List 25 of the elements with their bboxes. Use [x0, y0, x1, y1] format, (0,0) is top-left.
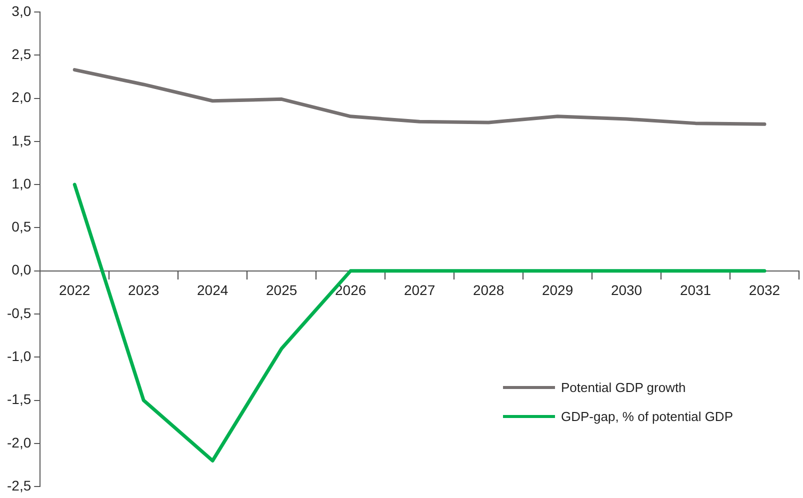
y-tick-label: 3,0 — [12, 2, 32, 19]
x-tick-label: 2030 — [610, 282, 642, 298]
y-tick-label: 2,0 — [12, 89, 32, 106]
x-tick-label: 2026 — [334, 282, 366, 298]
x-tick-label: 2023 — [128, 282, 160, 298]
y-tick-label: 0,5 — [12, 218, 32, 235]
y-tick-label: -0,5 — [7, 304, 32, 321]
y-tick-label: -2,0 — [7, 434, 32, 450]
x-tick-label: 2032 — [748, 282, 780, 298]
y-tick-label: -2,5 — [7, 477, 32, 494]
y-tick-label: -1,5 — [7, 391, 32, 408]
x-tick-label: 2027 — [404, 282, 436, 298]
x-tick-label: 2024 — [197, 282, 228, 298]
x-tick-label: 2022 — [59, 282, 90, 298]
y-tick-label: -1,0 — [7, 348, 32, 364]
x-tick-label: 2029 — [542, 282, 574, 298]
y-tick-label: 0,0 — [12, 262, 32, 278]
x-tick-label: 2025 — [266, 282, 298, 298]
y-tick-label: 1,5 — [12, 132, 32, 148]
x-tick-label: 2031 — [680, 282, 712, 298]
y-tick-label: 2,5 — [12, 46, 32, 62]
legend-label: Potential GDP growth — [561, 380, 686, 395]
legend-label: GDP-gap, % of potential GDP — [561, 409, 733, 424]
y-tick-label: 1,0 — [12, 175, 32, 192]
x-tick-label: 2028 — [472, 282, 504, 298]
